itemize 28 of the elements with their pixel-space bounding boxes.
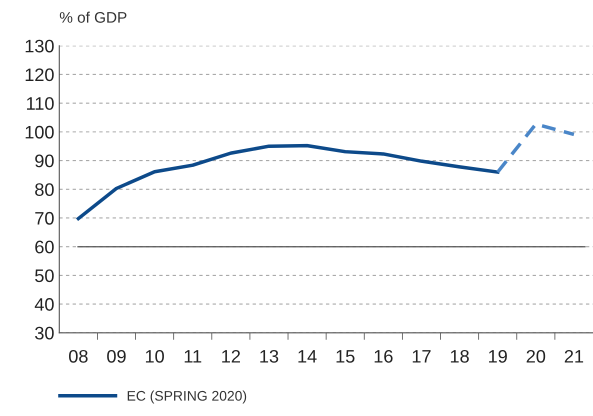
- x-tick-label: 19: [489, 350, 507, 363]
- x-tick-label: 11: [184, 350, 202, 363]
- x-tick-label: 08: [69, 350, 88, 363]
- y-tick-label: 110: [27, 97, 54, 110]
- legend-label: EC (SPRING 2020): [128, 390, 246, 404]
- x-tick-label: 18: [450, 350, 469, 363]
- y-tick-label: 90: [35, 154, 54, 168]
- y-tick-label: 60: [35, 240, 54, 254]
- x-tick-label: 21: [564, 350, 584, 363]
- x-tick-label: 10: [146, 350, 164, 363]
- y-axis-title: % of GDP: [60, 12, 126, 23]
- y-tick-label: 130: [26, 40, 54, 52]
- x-tick-label: 13: [260, 350, 278, 363]
- x-tick-label: 14: [298, 350, 317, 363]
- y-tick-label: 80: [35, 183, 54, 196]
- x-tick-label: 16: [374, 350, 393, 363]
- x-tick-label: 09: [107, 350, 126, 363]
- y-tick-label: 50: [35, 269, 54, 282]
- line-series: [76, 144, 500, 220]
- y-tick-label: 40: [34, 298, 54, 311]
- x-tick-label: 20: [526, 350, 546, 363]
- y-tick-label: 120: [26, 68, 54, 82]
- x-tick-label: 17: [412, 350, 431, 363]
- y-tick-label: 70: [35, 212, 54, 225]
- x-tick-label: 12: [222, 350, 240, 363]
- x-tick-label: 15: [336, 350, 354, 363]
- y-tick-label: 30: [35, 326, 54, 340]
- y-tick-label: 100: [26, 126, 54, 139]
